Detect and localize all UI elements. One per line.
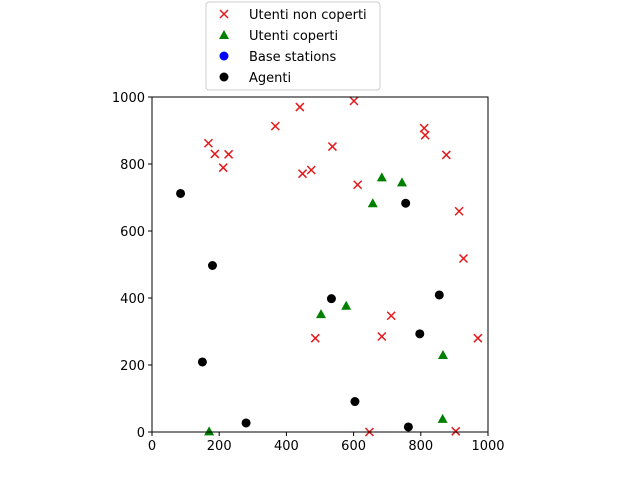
series-1-point-7 bbox=[204, 426, 215, 436]
y-axis: 0 200 400 600 800 1000 bbox=[112, 91, 152, 441]
series-1-point-0 bbox=[376, 172, 387, 182]
x-tick-label-1: 200 bbox=[207, 439, 232, 454]
x-tick-label-0: 0 bbox=[148, 439, 156, 454]
legend-marker-1 bbox=[219, 30, 229, 39]
legend-marker-0 bbox=[219, 9, 229, 19]
series-3-point-8 bbox=[434, 290, 444, 300]
series-1-point-5 bbox=[437, 349, 448, 359]
series-3-point-3 bbox=[241, 418, 251, 428]
series-3-point-6 bbox=[401, 198, 411, 208]
legend-marker-3 bbox=[219, 72, 229, 82]
legend: Utenti non coperti Utenti coperti Base sta… bbox=[205, 1, 381, 91]
series-3-point-4 bbox=[326, 294, 336, 304]
series-0-point-17 bbox=[310, 333, 320, 343]
series-0-point-1 bbox=[210, 149, 220, 159]
series-1-point-6 bbox=[437, 413, 448, 423]
series-3-point-9 bbox=[403, 422, 413, 432]
series-3-point-0 bbox=[176, 188, 186, 198]
series-1-point-3 bbox=[316, 309, 327, 319]
plot-frame bbox=[151, 96, 489, 433]
y-tick-label-0: 0 bbox=[137, 426, 145, 441]
legend-label-2: Base stations bbox=[249, 50, 337, 65]
y-tick-label-4: 800 bbox=[120, 158, 145, 173]
legend-marker-2 bbox=[219, 51, 229, 61]
x-tick-label-2: 400 bbox=[274, 439, 299, 454]
series-1-point-4 bbox=[341, 300, 352, 310]
x-tick-label-3: 600 bbox=[341, 439, 366, 454]
legend-box bbox=[205, 1, 381, 91]
series-0-point-4 bbox=[270, 121, 280, 131]
series-3-point-5 bbox=[350, 397, 360, 407]
series-1-point-2 bbox=[367, 198, 378, 208]
series-3-point-1 bbox=[207, 261, 217, 271]
x-tick-label-4: 800 bbox=[408, 439, 433, 454]
series-0-point-12 bbox=[420, 130, 430, 140]
series-0-point-2 bbox=[218, 163, 228, 173]
legend-label-1: Utenti coperti bbox=[249, 29, 338, 44]
x-axis: 0 200 400 600 800 1000 bbox=[148, 432, 505, 454]
series-0-point-15 bbox=[458, 253, 469, 264]
series-0-point-13 bbox=[441, 150, 451, 160]
series-3-point-7 bbox=[415, 329, 425, 339]
series-0-point-7 bbox=[306, 165, 316, 175]
series-0-point-21 bbox=[451, 426, 461, 436]
series-0-point-3 bbox=[224, 149, 234, 159]
data-points bbox=[176, 96, 483, 437]
series-0-point-16 bbox=[473, 333, 483, 343]
legend-label-3: Agenti bbox=[249, 71, 291, 86]
y-tick-label-5: 1000 bbox=[112, 91, 145, 106]
y-tick-label-2: 400 bbox=[120, 292, 145, 307]
y-tick-label-3: 600 bbox=[120, 225, 145, 240]
series-1-point-1 bbox=[396, 177, 407, 187]
series-0-point-6 bbox=[297, 169, 308, 179]
series-0-point-8 bbox=[327, 142, 337, 152]
series-0-point-9 bbox=[349, 96, 359, 106]
series-0-point-5 bbox=[295, 102, 305, 112]
series-0-point-0 bbox=[203, 138, 213, 148]
series-0-point-14 bbox=[454, 206, 464, 216]
series-0-point-10 bbox=[353, 180, 363, 190]
series-0-point-19 bbox=[386, 311, 396, 321]
y-tick-label-1: 200 bbox=[120, 359, 145, 374]
x-tick-label-5: 1000 bbox=[471, 439, 504, 454]
series-0-point-11 bbox=[419, 123, 429, 133]
legend-label-0: Utenti non coperti bbox=[249, 8, 367, 23]
series-0-point-18 bbox=[377, 331, 387, 342]
series-3-point-2 bbox=[197, 357, 207, 367]
